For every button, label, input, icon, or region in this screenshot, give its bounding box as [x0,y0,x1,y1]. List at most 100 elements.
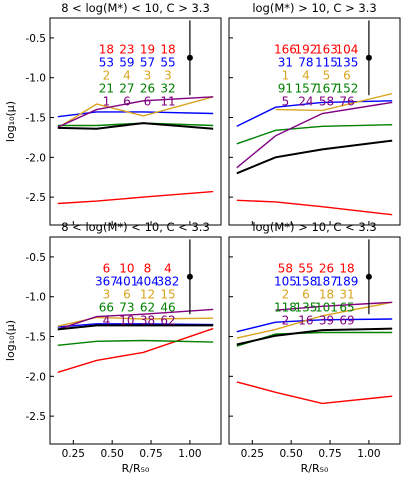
count-label: 26 [140,82,155,96]
series-line [236,199,393,216]
series-line [57,111,214,118]
count-label: 58 [278,262,293,276]
error-bar-point [186,54,193,61]
panel-title: log(M*) > 10, C > 3.3 [252,1,376,15]
count-label: 6 [302,288,310,302]
x-tick-label: 0.75 [139,448,162,460]
x-tick-label: 0.50 [100,448,123,460]
y-tick-label: -1.5 [26,332,47,344]
count-label: 105 [274,275,297,289]
count-label: 135 [336,56,359,70]
axes-frame [228,236,401,445]
count-label: 115 [315,56,338,70]
axes-frame [49,17,222,226]
count-label: 6 [123,288,131,302]
count-label: 26 [319,262,334,276]
count-label: 158 [294,275,317,289]
count-label: 4 [123,69,131,83]
y-tick-label: -1.0 [26,73,47,85]
count-label: 104 [336,43,359,57]
y-tick-label: -2.0 [26,371,47,383]
count-label: 3 [164,69,172,83]
count-label: 2 [103,69,111,83]
count-label: 69 [339,314,354,328]
count-label: 11 [160,95,175,109]
x-axis-label: R/R₅₀ [301,462,329,475]
series-line [57,122,214,130]
count-label: 57 [140,56,155,70]
y-tick-label: -2.5 [26,411,47,423]
error-bar-point [365,273,372,280]
series-line [57,190,214,205]
count-label: 31 [339,288,354,302]
panel-title: log(M*) > 10, C < 3.3 [252,220,376,234]
series-line [57,324,214,331]
count-label: 55 [160,56,175,70]
count-label: 73 [119,301,134,315]
count-label: 12 [140,288,155,302]
count-label: 5 [323,69,331,83]
series-line [57,339,214,346]
count-label: 78 [298,56,313,70]
count-label: 24 [298,95,313,109]
series-line [57,316,214,327]
y-tick-label: -2.5 [26,192,47,204]
count-label: 401 [115,275,138,289]
y-axis-label: log₁₀(μ) [4,320,17,361]
count-label: 59 [119,56,134,70]
count-label: 157 [294,82,317,96]
count-label: 152 [336,82,359,96]
count-label: 16 [298,314,313,328]
count-label: 31 [278,56,293,70]
count-label: 19 [140,43,155,57]
count-label: 65 [339,301,354,315]
axes-frame [49,236,222,445]
count-label: 6 [103,262,111,276]
series-line [236,124,393,145]
x-tick-label: 0.25 [62,448,85,460]
panel-4: log(M*) > 10, C < 3.3 0.25 0.50 0.75 1.00 58 5… [228,220,401,460]
count-label: 4 [103,314,111,328]
error-bar-point [365,54,372,61]
count-label: 6 [144,95,152,109]
y-axis-label: log₁₀(μ) [4,101,17,142]
series-line [57,96,214,129]
count-label: 32 [160,82,175,96]
count-label: 3 [103,288,111,302]
count-label: 2 [282,288,290,302]
count-label: 46 [160,301,175,315]
count-label: 367 [95,275,118,289]
series-line [236,381,393,405]
count-label: 187 [315,275,338,289]
y-tick-label: -1.5 [26,113,47,125]
count-label: 55 [298,262,313,276]
count-label: 91 [278,82,293,96]
count-label: 101 [315,301,338,315]
series-line [236,100,393,127]
y-tick-label: -0.5 [26,252,47,264]
count-label: 8 [144,262,152,276]
count-label: 135 [294,301,317,315]
x-tick-label: 0.25 [241,448,264,460]
count-label: 39 [319,314,334,328]
series-line [57,122,214,127]
series-line [236,318,393,333]
count-label: 167 [315,82,338,96]
series-line [57,323,214,328]
series-line [57,327,214,373]
series-line [236,327,393,346]
panel-title: 8 < log(M*) < 10, C < 3.3 [61,220,210,234]
count-label: 382 [157,275,180,289]
count-label: 404 [136,275,159,289]
x-tick-label: 1.00 [357,448,380,460]
series-line [57,308,214,331]
count-label: 18 [319,288,334,302]
x-tick-label: 0.75 [318,448,341,460]
count-label: 18 [339,262,354,276]
series-line [57,96,214,128]
count-label: 38 [140,314,155,328]
series-line [236,301,393,339]
count-label: 18 [99,43,114,57]
count-label: 6 [123,95,131,109]
x-axis-label: R/R₅₀ [122,462,150,475]
